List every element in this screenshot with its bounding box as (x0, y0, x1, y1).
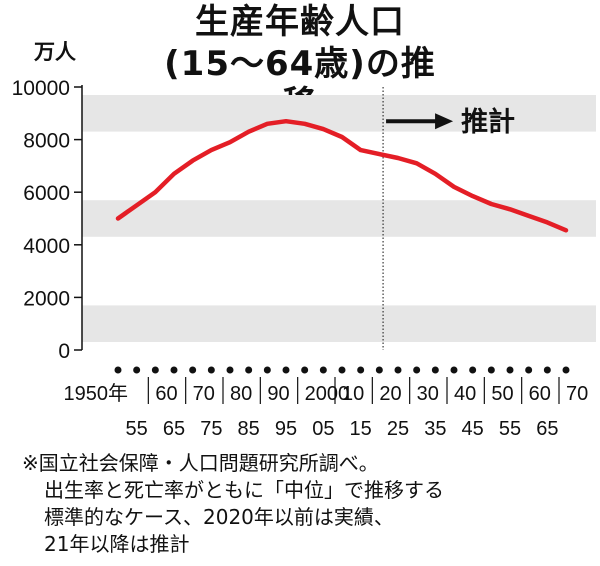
x-tick-label-upper: 1950年 (64, 382, 129, 405)
forecast-arrow-head (435, 113, 454, 130)
x-axis-dot (282, 366, 290, 374)
x-axis-dot (301, 366, 309, 374)
x-axis-dot (114, 366, 122, 374)
y-tick-label: 6000 (23, 182, 70, 205)
y-axis-unit-label: 万人 (34, 40, 76, 64)
y-tick-label: 10000 (12, 77, 70, 100)
x-tick-label-upper: 60 (529, 383, 551, 405)
x-tick-label-upper: 30 (417, 383, 439, 405)
x-axis-dot (487, 366, 495, 374)
x-axis-dot (357, 366, 365, 374)
x-axis-dot (562, 366, 570, 374)
x-axis-dot (543, 366, 551, 374)
chart-title-line-1: 生産年齢人口 (195, 2, 405, 42)
x-tick-label-lower: 45 (462, 418, 484, 440)
y-tick-label: 4000 (23, 235, 70, 258)
x-axis-dot (375, 366, 383, 374)
x-axis-dot (151, 366, 159, 374)
x-tick-label-upper: 2000 (305, 383, 350, 405)
x-tick-label-lower: 65 (536, 418, 558, 440)
y-tick-label: 0 (58, 340, 70, 363)
x-axis-dot (263, 366, 271, 374)
y-tick-label: 2000 (23, 287, 70, 310)
x-axis-dot (506, 366, 514, 374)
grid-band (82, 95, 596, 132)
source-note-line-4: 21年以降は推計 (44, 532, 190, 556)
x-axis-dot (431, 366, 439, 374)
x-tick-label-lower: 85 (238, 418, 260, 440)
x-tick-label-lower: 05 (312, 418, 334, 440)
grid-band (82, 200, 596, 237)
x-tick-label-upper: 90 (267, 383, 289, 405)
x-axis-dot (189, 366, 197, 374)
x-axis-dot (170, 366, 178, 374)
grid-band (82, 305, 596, 342)
x-axis-dot (338, 366, 346, 374)
x-axis-dot (394, 366, 402, 374)
x-axis-dot (226, 366, 234, 374)
x-tick-label-lower: 95 (275, 418, 297, 440)
x-tick-label-upper: 10 (342, 383, 364, 405)
source-note-line-2: 出生率と死亡率がともに「中位」で推移する (44, 478, 444, 502)
x-axis-dot (450, 366, 458, 374)
x-tick-label-upper: 60 (155, 383, 177, 405)
x-axis-dot (133, 366, 141, 374)
forecast-label: 推計 (461, 106, 515, 138)
x-tick-label-lower: 55 (126, 418, 148, 440)
x-axis-dot (319, 366, 327, 374)
x-axis-dot (413, 366, 421, 374)
y-tick-label: 8000 (23, 130, 70, 153)
source-note-line-3: 標準的なケース、2020年以前は実績、 (44, 505, 394, 529)
x-tick-label-upper: 70 (193, 383, 215, 405)
x-tick-label-lower: 65 (163, 418, 185, 440)
x-tick-label-upper: 80 (230, 383, 252, 405)
x-tick-label-lower: 75 (200, 418, 222, 440)
x-axis-dot (245, 366, 253, 374)
x-tick-label-upper: 50 (491, 383, 513, 405)
x-axis-dot (525, 366, 533, 374)
source-note-line-1: ※国立社会保障・人口問題研究所調べ。 (22, 451, 379, 475)
x-tick-label-upper: 20 (379, 383, 401, 405)
x-tick-label-lower: 35 (424, 418, 446, 440)
x-axis-dot (469, 366, 477, 374)
chart-title-line-2: (15〜64歳)の推移 (164, 44, 436, 124)
x-tick-label-lower: 25 (387, 418, 409, 440)
x-tick-label-lower: 15 (350, 418, 372, 440)
series-line (115, 118, 569, 233)
x-tick-label-lower: 55 (499, 418, 521, 440)
x-axis-dot (207, 366, 215, 374)
x-tick-label-upper: 40 (454, 383, 476, 405)
x-tick-label-upper: 70 (566, 383, 588, 405)
